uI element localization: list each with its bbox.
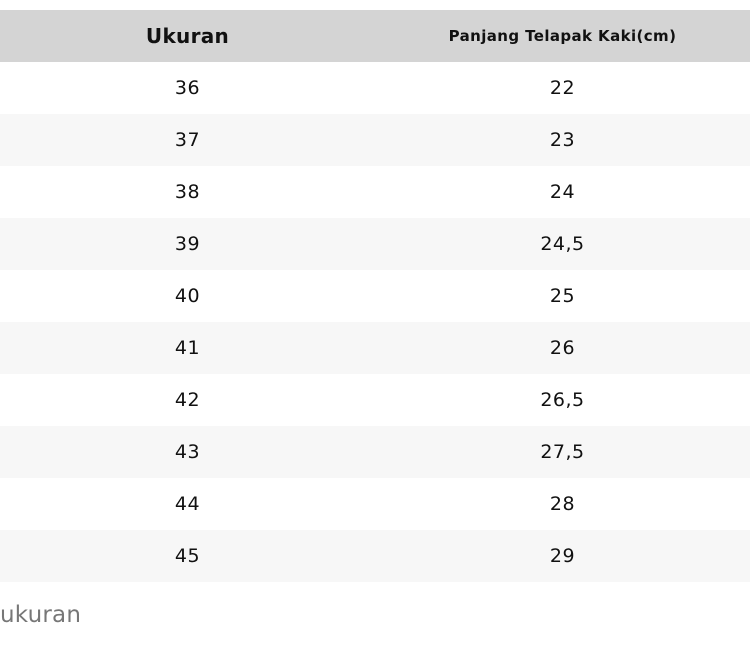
table-header-row: Ukuran Panjang Telapak Kaki(cm) — [0, 10, 750, 62]
size-cell: 43 — [174, 441, 201, 463]
size-cell: 45 — [174, 545, 201, 567]
table-row: 43 27,5 — [0, 426, 750, 478]
table-row: 44 28 — [0, 478, 750, 530]
header-foot-length: Panjang Telapak Kaki(cm) — [448, 27, 677, 45]
size-cell: 41 — [174, 337, 201, 359]
size-cell: 39 — [174, 233, 201, 255]
table-row: 40 25 — [0, 270, 750, 322]
size-cell: 38 — [174, 181, 201, 203]
foot-length-cell: 24 — [549, 181, 576, 203]
foot-length-cell: 27,5 — [540, 441, 585, 463]
table-row: 39 24,5 — [0, 218, 750, 270]
size-chart-table: Ukuran Panjang Telapak Kaki(cm) 36 22 37… — [0, 10, 750, 582]
table-row: 42 26,5 — [0, 374, 750, 426]
foot-length-cell: 28 — [549, 493, 576, 515]
foot-length-cell: 22 — [549, 77, 576, 99]
table-row: 36 22 — [0, 62, 750, 114]
size-cell: 36 — [174, 77, 201, 99]
foot-length-cell: 24,5 — [540, 233, 585, 255]
size-cell: 40 — [174, 285, 201, 307]
table-caption: ukuran — [0, 602, 82, 628]
foot-length-cell: 26,5 — [540, 389, 585, 411]
size-cell: 44 — [174, 493, 201, 515]
foot-length-cell: 25 — [549, 285, 576, 307]
foot-length-cell: 23 — [549, 129, 576, 151]
table-row: 41 26 — [0, 322, 750, 374]
table-row: 45 29 — [0, 530, 750, 582]
table-row: 38 24 — [0, 166, 750, 218]
foot-length-cell: 26 — [549, 337, 576, 359]
header-size: Ukuran — [145, 24, 230, 48]
foot-length-cell: 29 — [549, 545, 576, 567]
table-row: 37 23 — [0, 114, 750, 166]
size-cell: 42 — [174, 389, 201, 411]
size-cell: 37 — [174, 129, 201, 151]
